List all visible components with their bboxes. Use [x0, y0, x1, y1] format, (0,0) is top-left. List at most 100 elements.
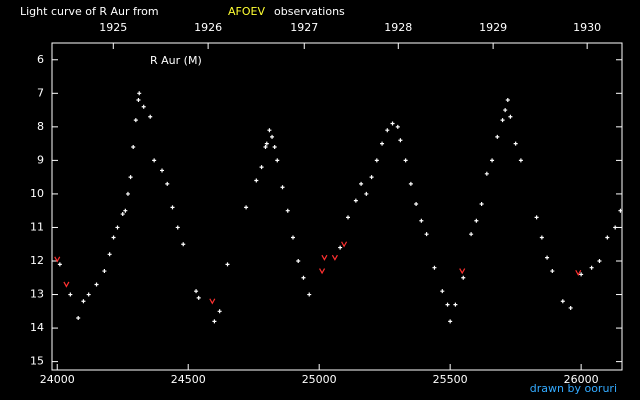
data-point — [390, 121, 395, 126]
x-tick-label: 24000 — [40, 373, 75, 386]
data-point — [432, 265, 437, 270]
data-point — [86, 292, 91, 297]
data-point — [148, 114, 153, 119]
credit: drawn by ooruri — [530, 382, 617, 395]
x2-tick-label: 1930 — [573, 21, 601, 34]
data-point — [618, 208, 623, 213]
data-point — [419, 218, 424, 223]
y-tick-label: 15 — [30, 355, 44, 368]
data-point — [123, 208, 128, 213]
data-point — [503, 108, 508, 113]
data-point — [453, 302, 458, 307]
data-point — [550, 269, 555, 274]
data-point — [518, 158, 523, 163]
data-point — [424, 232, 429, 237]
data-point — [285, 208, 290, 213]
data-point — [102, 269, 107, 274]
data-point — [259, 165, 264, 170]
data-point — [125, 191, 130, 196]
data-point — [212, 319, 217, 324]
y-tick-label: 9 — [37, 153, 44, 166]
data-point — [160, 168, 165, 173]
data-point — [459, 268, 466, 275]
data-point — [209, 298, 216, 305]
data-point — [500, 118, 505, 123]
chart-title-suffix: observations — [274, 5, 345, 18]
data-point — [385, 128, 390, 133]
data-point — [280, 185, 285, 190]
data-point — [120, 212, 125, 217]
data-point — [63, 281, 70, 288]
data-point — [290, 235, 295, 240]
data-point — [217, 309, 222, 314]
data-point — [495, 134, 500, 139]
data-point — [194, 289, 199, 294]
chart-title-highlight: AFOEV — [228, 5, 265, 18]
x2-tick-label: 1926 — [194, 21, 222, 34]
data-point — [301, 275, 306, 280]
chart-title: Light curve of R Aur from — [20, 5, 159, 18]
y-tick-label: 14 — [30, 321, 44, 334]
data-point — [270, 134, 275, 139]
data-point — [461, 275, 466, 280]
data-point — [128, 175, 133, 180]
data-point — [395, 124, 400, 129]
data-point — [196, 295, 201, 300]
data-point — [225, 262, 230, 267]
data-point — [321, 254, 328, 261]
x-tick-label: 26000 — [564, 373, 599, 386]
x2-tick-label: 1925 — [99, 21, 127, 34]
annotation: R Aur (M) — [150, 54, 202, 67]
data-point — [136, 98, 141, 103]
y-tick-label: 10 — [30, 187, 44, 200]
data-point — [474, 218, 479, 223]
data-point — [605, 235, 610, 240]
data-point — [448, 319, 453, 324]
data-point — [338, 245, 343, 250]
data-point — [445, 302, 450, 307]
y-tick-label: 13 — [30, 288, 44, 301]
y-tick-label: 12 — [30, 254, 44, 267]
data-point — [296, 259, 301, 263]
y-tick-label: 11 — [30, 220, 44, 233]
data-point — [275, 158, 280, 163]
data-point — [152, 158, 157, 163]
x2-tick-label: 1927 — [290, 21, 318, 34]
data-point — [272, 144, 277, 149]
data-point — [307, 292, 312, 297]
data-point — [613, 225, 618, 230]
data-point — [263, 144, 268, 149]
data-point — [54, 256, 61, 263]
data-point — [94, 282, 99, 287]
data-point — [560, 299, 565, 304]
data-point — [175, 225, 180, 230]
x-tick-label: 25500 — [433, 373, 468, 386]
data-point — [133, 118, 138, 123]
data-point — [115, 225, 120, 230]
data-point — [137, 91, 142, 96]
x-tick-label: 25000 — [302, 373, 337, 386]
data-point — [181, 242, 186, 247]
data-point — [76, 316, 81, 321]
data-point — [107, 252, 112, 257]
data-point — [545, 255, 550, 260]
data-point — [346, 215, 351, 220]
data-point — [244, 205, 249, 210]
x2-tick-label: 1929 — [479, 21, 507, 34]
data-point — [369, 175, 374, 180]
x2-tick-label: 1928 — [384, 21, 412, 34]
data-point — [380, 141, 385, 146]
data-point — [331, 254, 338, 261]
data-point — [490, 158, 495, 163]
data-point — [165, 181, 170, 186]
data-point — [440, 289, 445, 294]
y-tick-label: 8 — [37, 120, 44, 133]
data-point — [319, 268, 326, 275]
data-point — [68, 292, 73, 297]
data-point — [341, 241, 348, 248]
data-point — [484, 171, 489, 176]
y-tick-label: 7 — [37, 86, 44, 99]
data-point — [589, 265, 594, 270]
